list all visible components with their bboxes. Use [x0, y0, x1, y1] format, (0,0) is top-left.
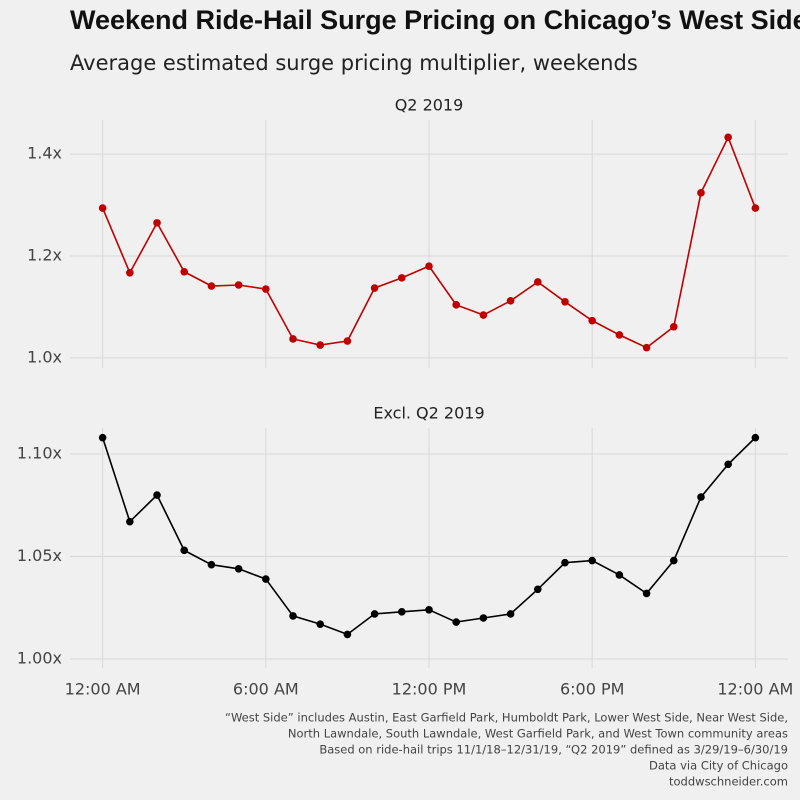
data-point [343, 337, 352, 345]
data-point [370, 610, 379, 618]
caption: Based on ride-hail trips 11/1/18–12/31/1… [319, 743, 788, 757]
data-point [234, 565, 243, 573]
caption: North Lawndale, South Lawndale, West Gar… [288, 727, 788, 741]
data-point [234, 281, 243, 289]
x-tick-label: 12:00 AM [717, 680, 793, 699]
data-point [724, 133, 732, 142]
data-point [697, 493, 705, 501]
x-tick-label: 12:00 PM [392, 680, 467, 699]
data-point [398, 274, 406, 282]
caption: “West Side” includes Austin, East Garfie… [225, 711, 788, 725]
data-point [398, 608, 406, 616]
data-point [98, 433, 107, 442]
data-point [126, 268, 134, 277]
data-point [561, 558, 569, 567]
data-point [669, 556, 678, 565]
data-point [506, 610, 515, 618]
data-point [289, 612, 297, 620]
data-point [724, 460, 732, 469]
data-point [207, 282, 216, 290]
y-tick-label: 1.2x [27, 245, 62, 264]
data-point [262, 285, 270, 293]
data-point [452, 618, 460, 626]
data-point [153, 491, 161, 499]
y-tick-label: 1.05x [17, 546, 62, 565]
y-tick-label: 1.00x [17, 648, 62, 667]
data-point [642, 343, 651, 352]
panel-title: Excl. Q2 2019 [373, 404, 484, 423]
data-point [207, 560, 216, 569]
data-point [180, 267, 189, 276]
data-point [425, 605, 433, 614]
caption: Data via City of Chicago [649, 759, 788, 773]
data-point [153, 219, 161, 227]
data-point [669, 322, 678, 331]
data-point [262, 575, 270, 583]
chart-title: Weekend Ride-Hail Surge Pricing on Chica… [70, 5, 800, 35]
data-point [615, 331, 624, 339]
data-point [533, 585, 542, 594]
data-point [751, 433, 760, 442]
x-tick-label: 6:00 AM [233, 680, 299, 699]
data-point [697, 189, 705, 197]
data-point [126, 517, 134, 526]
data-point [479, 614, 488, 622]
y-tick-label: 1.10x [17, 444, 62, 463]
data-point [751, 204, 760, 212]
data-point [588, 556, 596, 565]
data-point [615, 571, 624, 579]
data-point [180, 546, 189, 555]
data-point [561, 297, 569, 306]
data-point [98, 204, 107, 212]
y-tick-label: 1.0x [27, 347, 62, 366]
data-point [316, 341, 325, 349]
data-point [370, 284, 379, 292]
panel-title: Q2 2019 [395, 96, 464, 115]
data-point [588, 316, 596, 325]
data-point [533, 278, 542, 286]
caption: toddwschneider.com [669, 775, 788, 789]
data-point [343, 630, 352, 639]
data-point [425, 262, 433, 270]
data-point [479, 311, 488, 319]
data-point [642, 589, 651, 598]
x-tick-label: 6:00 PM [560, 680, 624, 699]
chart-subtitle: Average estimated surge pricing multipli… [70, 51, 638, 75]
data-point [316, 620, 325, 628]
data-point [289, 335, 297, 343]
x-tick-label: 12:00 AM [65, 680, 141, 699]
data-point [506, 296, 515, 305]
data-point [452, 301, 460, 309]
y-tick-label: 1.4x [27, 144, 62, 163]
